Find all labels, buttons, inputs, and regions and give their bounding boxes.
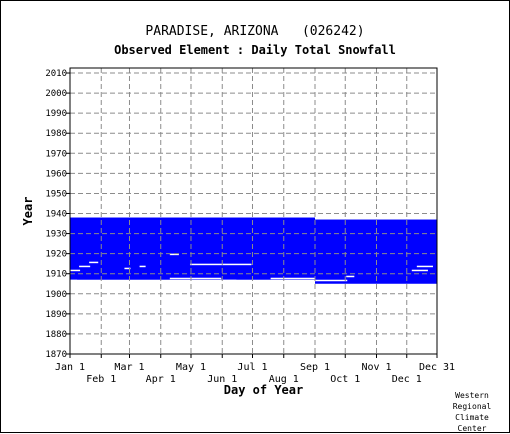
y-tick-label: 2000 (45, 89, 67, 99)
missing-segment (70, 279, 78, 282)
x-tick-label: Aug 1 (269, 374, 299, 385)
missing-segment (411, 269, 428, 272)
y-axis-title: Year (21, 197, 35, 226)
y-tick-label: 1870 (45, 350, 67, 360)
x-tick-label: Dec 31 (419, 362, 455, 373)
missing-segment (124, 267, 131, 270)
missing-segment (270, 277, 316, 280)
x-axis-title: Day of Year (224, 383, 303, 397)
y-tick-label: 1950 (45, 189, 67, 199)
x-tick-label: Dec 1 (392, 374, 422, 385)
y-tick-label: 1880 (45, 330, 67, 340)
x-tick-label: Jun 1 (207, 374, 237, 385)
y-tick-label: 1910 (45, 270, 67, 280)
x-tick-label: Jul 1 (237, 362, 267, 373)
station-title: PARADISE, ARIZONA (026242) (145, 24, 365, 39)
y-tick-label: 1990 (45, 109, 67, 119)
y-tick-label: 1900 (45, 290, 67, 300)
missing-segment (169, 277, 222, 280)
credit-line: Regional (452, 402, 492, 411)
plot-border (69, 67, 438, 355)
y-tick-label: 1940 (45, 210, 67, 220)
missing-segment (169, 253, 179, 256)
credit-line: Climate (455, 413, 489, 422)
plot-area (70, 68, 437, 354)
x-tick-label: Apr 1 (146, 374, 176, 385)
data-block (70, 217, 316, 280)
y-tick-label: 1920 (45, 250, 67, 260)
x-tick-label: Feb 1 (86, 374, 116, 385)
y-tick-label: 2010 (45, 69, 67, 79)
x-tick-label: Mar 1 (114, 362, 144, 373)
missing-segment (89, 261, 99, 264)
x-tick-label: Jan 1 (55, 362, 85, 373)
y-tick-label: 1890 (45, 310, 67, 320)
y-tick-label: 1980 (45, 129, 67, 139)
x-tick-label: Nov 1 (361, 362, 391, 373)
y-tick-label: 1960 (45, 169, 67, 179)
x-tick-label: Sep 1 (300, 362, 330, 373)
element-title: Observed Element : Daily Total Snowfall (114, 43, 396, 57)
missing-segment (315, 279, 348, 282)
credit-block: Western Regional Climate Center (442, 390, 502, 434)
missing-segment (416, 265, 433, 268)
credit-line: Center (457, 424, 487, 433)
missing-segment (70, 269, 81, 272)
y-tick-label: 1970 (45, 149, 67, 159)
credit-line: Western (455, 391, 489, 400)
missing-segment (79, 265, 91, 268)
x-tick-label: Oct 1 (330, 374, 360, 385)
data-block (315, 219, 437, 284)
missing-segment (220, 279, 237, 282)
y-tick-label: 1930 (45, 230, 67, 240)
missing-segment (346, 275, 355, 278)
missing-segment (189, 263, 252, 266)
x-tick-label: May 1 (176, 362, 206, 373)
missing-segment (139, 265, 146, 268)
